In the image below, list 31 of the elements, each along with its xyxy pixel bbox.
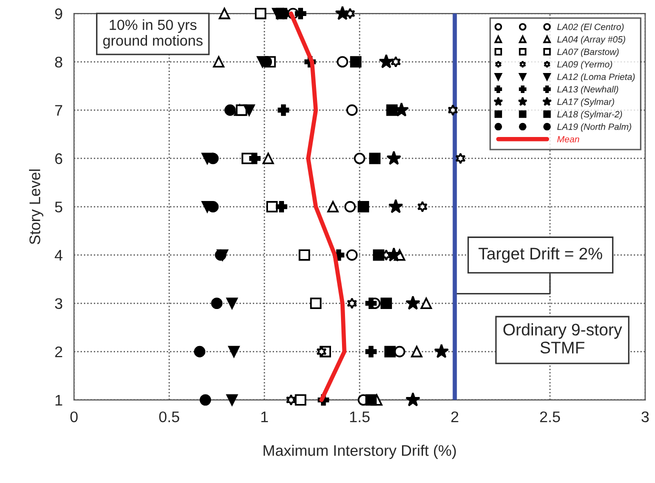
legend-label: LA02 (El Centro) (557, 23, 624, 32)
y-tick-label: 7 (55, 105, 62, 116)
legend-label: LA13 (Newhall) (557, 86, 618, 94)
legend-label: LA17 (Sylmar) (557, 98, 614, 107)
text: Mean (557, 136, 580, 142)
y-tick-label: 1 (56, 394, 62, 406)
x-tick-label: 0 (70, 411, 78, 422)
legend-label: LA19 (North Palm) (557, 123, 632, 132)
y-tick-label: 9 (55, 8, 62, 20)
legend-label: LA09 (Yermo) (557, 60, 612, 70)
annotation: 10% in 50 yrs ground motions (103, 19, 203, 49)
x-axis-title: Maximum Interstory Drift (%) (264, 444, 456, 459)
y-tick-label: 8 (55, 56, 62, 68)
x-tick-label: 1.5 (350, 412, 370, 422)
legend-label: LA18 (Sylmar-2) (557, 110, 622, 120)
annotation: Ordinary 9-story STMF (503, 323, 622, 354)
y-axis-title: Story Level (29, 170, 44, 244)
legend-label: LA12 (Loma Prieta) (557, 73, 635, 82)
legend-label: LA04 (Array #05) (557, 36, 626, 44)
legend-label: LA07 (Barstow) (557, 48, 619, 57)
x-tick-label: 2 (451, 411, 458, 422)
y-tick-label: 3 (54, 298, 62, 310)
y-tick-label: 2 (55, 346, 62, 358)
y-tick-label: 5 (55, 202, 62, 212)
x-tick-label: 0.5 (159, 411, 180, 422)
ref-line-label: Target Drift = 2% (478, 247, 602, 263)
x-tick-label: 2.5 (540, 411, 560, 422)
y-tick-label: 6 (55, 153, 62, 164)
y-tick-label: 4 (54, 250, 62, 261)
x-tick-label: 1 (261, 412, 268, 422)
x-tick-label: 3 (642, 411, 649, 422)
